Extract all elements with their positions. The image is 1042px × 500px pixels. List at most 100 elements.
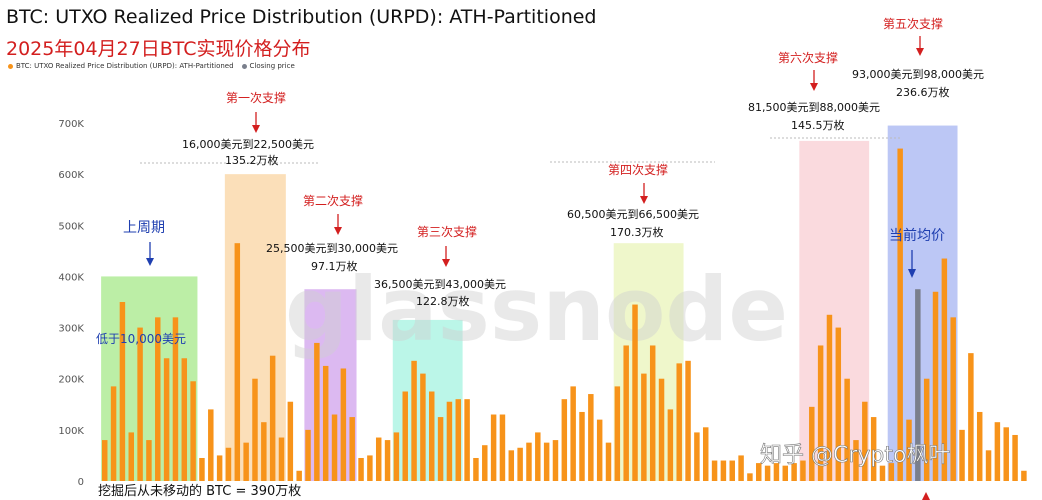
closing-price-bar: [915, 289, 921, 481]
urpd-bar: [747, 473, 753, 481]
urpd-bar: [738, 455, 744, 481]
label-s3-amount: 122.8万枚: [416, 294, 470, 308]
arrowhead-s2: [334, 227, 342, 235]
urpd-bar: [110, 386, 117, 481]
label-avg-price: 当前均价: [889, 227, 945, 244]
urpd-bar: [208, 409, 214, 481]
urpd-bar: [473, 457, 479, 481]
urpd-bar: [314, 342, 320, 481]
urpd-bar: [181, 358, 188, 481]
urpd-bar: [968, 353, 974, 481]
urpd-bar: [897, 148, 903, 482]
label-s2-range: 25,500美元到30,000美元: [266, 242, 398, 255]
arrowhead-s6: [810, 83, 818, 91]
urpd-bar: [870, 417, 877, 481]
bottom-marker: [922, 492, 930, 500]
footer-note: 挖掘后从未移动的 BTC = 390万枚: [98, 483, 301, 499]
legend: BTC: UTXO Realized Price Distribution (U…: [8, 62, 295, 70]
legend-swatch-closing: [241, 63, 247, 69]
glassnode-watermark: glassnode: [285, 258, 788, 361]
urpd-bar: [446, 401, 453, 481]
urpd-bar: [163, 358, 170, 481]
urpd-bar: [985, 450, 992, 481]
urpd-bar: [561, 399, 568, 481]
arrowhead-avg-price: [908, 269, 916, 278]
label-s2-amount: 97.1万枚: [311, 259, 358, 273]
label-s4-amount: 170.3万枚: [610, 225, 664, 239]
urpd-bar: [862, 401, 868, 481]
urpd-bar: [535, 432, 541, 481]
urpd-bar: [579, 411, 585, 481]
urpd-bar: [888, 463, 895, 481]
label-below-10k: 低于10,000美元: [96, 332, 186, 346]
urpd-bar: [137, 327, 143, 481]
urpd-bar: [305, 429, 311, 481]
y-tick-label: 200K: [58, 375, 84, 386]
urpd-bar: [649, 345, 656, 481]
urpd-bar: [517, 447, 523, 481]
urpd-bar: [711, 460, 718, 481]
urpd-bar: [437, 417, 444, 481]
urpd-bar: [959, 429, 965, 481]
urpd-bar: [102, 440, 108, 481]
label-s4-range: 60,500美元到66,500美元: [567, 208, 699, 221]
urpd-bar: [464, 399, 470, 481]
urpd-bar: [146, 440, 152, 481]
urpd-bar: [552, 440, 559, 481]
arrowhead-s5: [916, 48, 924, 56]
urpd-bar: [676, 363, 682, 481]
urpd-bar: [252, 378, 258, 481]
urpd-bar: [349, 417, 355, 481]
label-s5-amount: 236.6万枚: [896, 85, 950, 99]
urpd-bar: [526, 442, 532, 481]
urpd-bar: [296, 470, 302, 481]
label-s6-amount: 145.5万枚: [791, 118, 845, 132]
urpd-bar: [322, 365, 329, 481]
urpd-bar: [791, 463, 797, 481]
urpd-bar: [720, 460, 727, 481]
urpd-bar: [800, 460, 806, 481]
urpd-bar: [932, 291, 939, 481]
urpd-bar: [605, 442, 612, 481]
urpd-bar: [809, 406, 815, 481]
urpd-bar: [596, 419, 603, 481]
label-s6-title: 第六次支撑: [778, 50, 838, 65]
urpd-bar: [261, 422, 267, 481]
urpd-bar: [358, 457, 364, 481]
urpd-bar: [402, 391, 408, 481]
legend-item-closing: Closing price: [241, 62, 295, 70]
urpd-bar: [199, 457, 205, 481]
urpd-bar: [570, 386, 576, 481]
legend-label-urpd: BTC: UTXO Realized Price Distribution (U…: [16, 62, 234, 70]
urpd-bar: [155, 317, 161, 481]
urpd-bar: [826, 314, 833, 481]
urpd-bar: [844, 378, 850, 481]
urpd-bar: [216, 455, 223, 481]
urpd-bar: [1003, 427, 1009, 481]
arrowhead-s3: [442, 259, 450, 267]
urpd-bar: [623, 345, 629, 481]
y-tick-label: 600K: [58, 170, 84, 181]
urpd-bar: [941, 258, 948, 481]
urpd-bar: [729, 460, 735, 481]
urpd-bar: [694, 432, 700, 481]
label-s4-title: 第四次支撑: [608, 162, 668, 177]
urpd-bar: [243, 442, 249, 481]
urpd-bar: [1012, 434, 1018, 481]
urpd-bar: [172, 317, 179, 481]
urpd-bar: [782, 465, 789, 481]
urpd-bar: [950, 317, 956, 481]
y-tick-label: 500K: [58, 221, 84, 232]
label-s1-amount: 135.2万枚: [225, 153, 279, 167]
urpd-bar: [393, 432, 400, 481]
chart-subtitle: 2025年04月27日BTC实现价格分布: [6, 38, 311, 60]
urpd-bar: [614, 386, 621, 481]
urpd-bar: [667, 409, 674, 481]
urpd-bar: [764, 465, 771, 481]
y-tick-label: 100K: [58, 426, 84, 437]
label-s6-range: 81,500美元到88,000美元: [748, 101, 880, 114]
legend-label-closing: Closing price: [249, 62, 295, 70]
label-s1-range: 16,000美元到22,500美元: [182, 138, 314, 151]
chart-title: BTC: UTXO Realized Price Distribution (U…: [6, 6, 597, 28]
y-axis: 0 100K 200K 300K 400K 500K 600K 700K: [58, 119, 84, 488]
